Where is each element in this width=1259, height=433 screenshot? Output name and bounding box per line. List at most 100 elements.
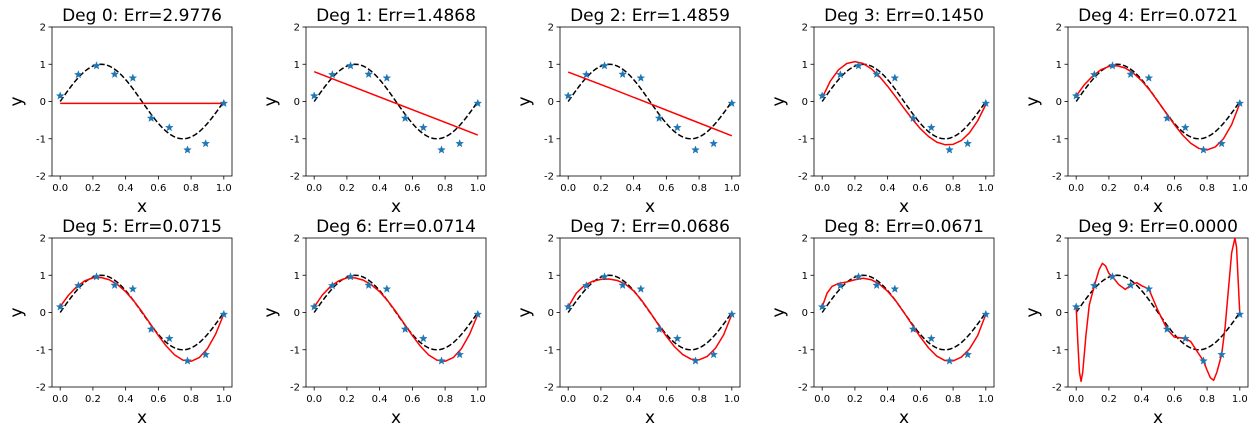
x-tick-label: 0.8 (437, 183, 453, 194)
y-tick-label: 0 (802, 308, 808, 319)
x-tick-label: 0.6 (404, 183, 420, 194)
y-tick-label: 0 (1056, 97, 1062, 108)
x-axis-label: x (645, 197, 655, 217)
data-point (455, 350, 464, 359)
data-point (854, 61, 863, 70)
data-point (110, 280, 120, 289)
data-point (691, 145, 700, 154)
x-tick-label: 0.0 (814, 183, 830, 194)
y-tick-label: -1 (36, 134, 46, 145)
subplot-deg-4: 0.0 0.2 0.4 0.6 0.8 1.0 -2 -1 0 1 2 Deg 4: Err=0.07… (1023, 6, 1249, 217)
x-tick-label: 1.0 (470, 394, 486, 405)
fit-curve-line (313, 277, 479, 363)
data-point (672, 123, 682, 132)
subplot-deg-1: 0.0 0.2 0.4 0.6 0.8 1.0 -2 -1 0 1 2 Deg 1: Err=1.48… (261, 6, 487, 217)
x-tick-label: 0.0 (560, 183, 576, 194)
data-point (382, 284, 392, 293)
true-curve-line (313, 63, 479, 140)
y-tick-label: 2 (548, 23, 554, 34)
data-point (418, 123, 428, 132)
y-tick-label: 1 (40, 271, 46, 282)
x-axis-label: x (391, 197, 401, 217)
data-point (437, 145, 446, 154)
x-tick-label: 0.8 (1199, 183, 1215, 194)
x-tick-label: 1.0 (724, 394, 740, 405)
x-tick-label: 0.4 (372, 394, 388, 405)
subplot-title: Deg 8: Err=0.0671 (824, 217, 984, 237)
y-tick-label: -1 (544, 134, 554, 145)
y-axis-label: y (515, 96, 535, 106)
x-tick-label: 0.6 (1166, 183, 1182, 194)
fit-curve-line (567, 71, 733, 137)
true-curve-line (567, 63, 733, 140)
data-point (219, 98, 229, 108)
y-tick-label: -1 (36, 345, 46, 356)
data-point (382, 73, 392, 82)
subplot-deg-8: 0.0 0.2 0.4 0.6 0.8 1.0 -2 -1 0 1 2 Deg 8: Err=0.06… (769, 217, 995, 428)
subplot-title: Deg 7: Err=0.0686 (570, 217, 730, 237)
data-point (92, 61, 101, 70)
data-point (309, 302, 319, 311)
data-point (654, 113, 664, 122)
x-tick-label: 0.8 (437, 394, 453, 405)
y-tick-label: -1 (798, 134, 808, 145)
data-point (1126, 280, 1136, 289)
x-tick-label: 1.0 (978, 183, 994, 194)
data-point (600, 272, 609, 281)
x-tick-label: 0.2 (339, 183, 355, 194)
y-tick-label: 1 (294, 271, 300, 282)
data-point (618, 69, 628, 78)
data-point (346, 61, 355, 70)
y-tick-label: -2 (36, 172, 46, 183)
y-tick-label: -2 (544, 172, 554, 183)
data-point (455, 139, 464, 148)
y-tick-label: 2 (802, 23, 808, 34)
x-tick-label: 0.4 (880, 183, 896, 194)
data-point (654, 324, 664, 333)
x-tick-label: 0.8 (1199, 394, 1215, 405)
data-point (872, 69, 882, 78)
data-point (146, 113, 156, 122)
data-point (563, 91, 573, 100)
data-point (872, 280, 882, 289)
x-tick-label: 0.2 (1101, 183, 1117, 194)
x-tick-label: 0.2 (593, 183, 609, 194)
data-point (128, 73, 138, 82)
data-point (219, 309, 229, 319)
y-tick-label: 0 (294, 97, 300, 108)
data-point (328, 70, 337, 79)
y-tick-label: 2 (294, 23, 300, 34)
x-tick-label: 0.0 (52, 394, 68, 405)
y-tick-label: 2 (802, 234, 808, 245)
data-point (836, 281, 845, 290)
data-point (945, 356, 954, 365)
data-point (400, 324, 410, 333)
y-tick-label: 1 (1056, 60, 1062, 71)
subplot-title: Deg 0: Err=2.9776 (62, 6, 222, 26)
data-point (1144, 284, 1154, 293)
data-point (963, 139, 972, 148)
data-point (727, 309, 737, 319)
y-tick-label: 0 (548, 308, 554, 319)
data-point (582, 70, 591, 79)
x-tick-label: 0.0 (52, 183, 68, 194)
data-point (618, 280, 628, 289)
x-tick-label: 0.0 (814, 394, 830, 405)
data-point (1162, 324, 1172, 333)
x-tick-label: 0.0 (306, 183, 322, 194)
x-tick-label: 0.8 (945, 394, 961, 405)
data-point (74, 281, 83, 290)
y-tick-label: -2 (798, 383, 808, 394)
data-point (418, 334, 428, 343)
x-axis-label: x (899, 408, 909, 428)
data-point (890, 73, 900, 82)
data-point (110, 69, 120, 78)
x-tick-label: 0.4 (1134, 394, 1150, 405)
y-tick-label: 0 (1056, 308, 1062, 319)
data-point (908, 113, 918, 122)
true-curve-line (1075, 274, 1241, 351)
x-tick-label: 0.6 (658, 183, 674, 194)
data-point (1126, 69, 1136, 78)
data-point (709, 139, 718, 148)
data-point (183, 356, 192, 365)
